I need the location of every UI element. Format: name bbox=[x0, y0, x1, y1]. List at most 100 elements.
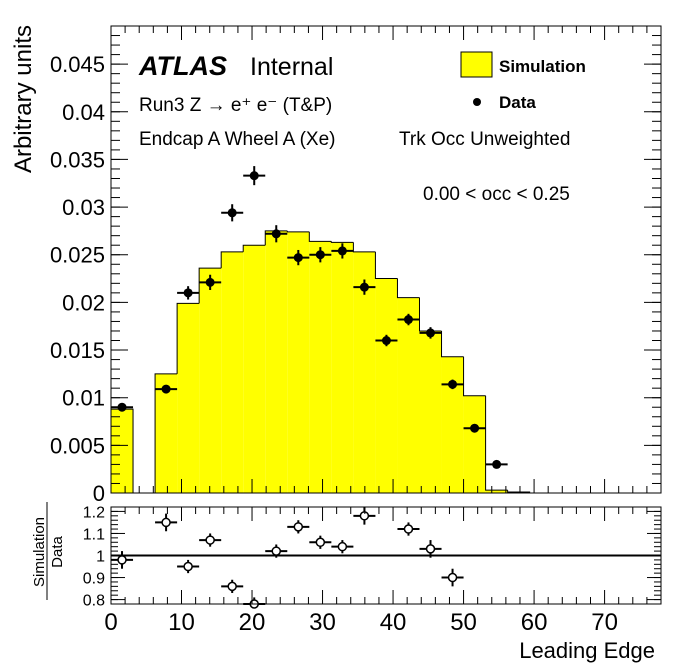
data-point bbox=[221, 204, 244, 222]
data-point-marker bbox=[315, 250, 325, 260]
data-point-marker bbox=[448, 379, 458, 389]
data-point bbox=[309, 247, 332, 263]
data-point-marker bbox=[161, 384, 171, 394]
y-tick-label: 0.03 bbox=[62, 195, 105, 220]
x-tick-label: 40 bbox=[380, 609, 407, 636]
data-point bbox=[177, 286, 200, 300]
ratio-point bbox=[309, 535, 332, 549]
y-tick-label: 0.02 bbox=[62, 290, 105, 315]
data-point bbox=[199, 274, 222, 290]
legend: Simulation Data bbox=[460, 51, 586, 112]
simulation-bar bbox=[397, 297, 420, 493]
data-point-marker bbox=[293, 253, 303, 263]
ratio-point-marker bbox=[425, 544, 436, 554]
simulation-bar bbox=[419, 330, 442, 493]
data-point-marker bbox=[403, 315, 413, 325]
x-tick-label: 0 bbox=[104, 609, 117, 636]
y-tick-label: 0.04 bbox=[62, 100, 105, 125]
data-point-marker bbox=[426, 328, 436, 338]
data-point-marker bbox=[492, 459, 502, 469]
simulation-bar bbox=[441, 356, 464, 493]
ratio-axis-title-denominator: Data bbox=[49, 536, 66, 568]
ratio-point-marker bbox=[227, 581, 237, 592]
simulation-bar bbox=[243, 245, 266, 493]
ratio-y-tick-label: 1.1 bbox=[83, 526, 105, 543]
ratio-point-marker bbox=[205, 535, 215, 545]
data-point bbox=[353, 279, 376, 295]
ratio-y-tick-label: 1 bbox=[96, 549, 105, 566]
ratio-point bbox=[397, 522, 420, 536]
data-point bbox=[419, 327, 442, 339]
ratio-point-marker bbox=[117, 555, 127, 565]
data-point-marker bbox=[359, 282, 369, 292]
y-tick-label: 0.035 bbox=[50, 147, 105, 172]
ratio-y-tick-label: 0.9 bbox=[83, 571, 105, 588]
occupancy-label: 0.00 < occ < 0.25 bbox=[423, 184, 570, 205]
y-axis-title: Arbitrary units bbox=[10, 25, 37, 173]
data-point-marker bbox=[381, 336, 391, 346]
simulation-bar bbox=[155, 373, 178, 493]
simulation-bar bbox=[485, 490, 508, 493]
region-label: Endcap A Wheel A (Xe) bbox=[139, 129, 335, 150]
data-point bbox=[287, 249, 310, 266]
y-tick-label: 0 bbox=[93, 481, 105, 506]
legend-data-label: Data bbox=[499, 93, 536, 112]
x-axis-title: Leading Edge bbox=[519, 638, 655, 663]
legend-simulation-swatch bbox=[460, 51, 493, 78]
legend-data-marker bbox=[473, 98, 481, 106]
ratio-point-marker bbox=[315, 537, 326, 548]
x-tick-label: 50 bbox=[450, 609, 477, 636]
y-tick-label: 0.005 bbox=[50, 433, 105, 458]
x-tick-label: 30 bbox=[309, 609, 336, 636]
ratio-axis-title-numerator: Simulation bbox=[31, 517, 48, 587]
ratio-point-marker bbox=[161, 517, 171, 528]
ratio-point bbox=[177, 559, 200, 574]
process-label: Run3 Z → e⁺ e⁻ (T&P) bbox=[139, 95, 332, 116]
data-point bbox=[463, 423, 486, 433]
simulation-bar bbox=[287, 231, 310, 494]
ratio-point bbox=[419, 540, 442, 558]
ratio-point bbox=[441, 568, 464, 587]
simulation-bar bbox=[463, 395, 486, 493]
data-point bbox=[485, 459, 508, 469]
data-point bbox=[265, 225, 288, 243]
ratio-y-tick-label: 1.2 bbox=[83, 504, 105, 521]
data-point-marker bbox=[470, 423, 480, 433]
data-point-marker bbox=[205, 277, 215, 287]
simulation-bar bbox=[353, 251, 376, 493]
ratio-point-marker bbox=[183, 561, 193, 572]
y-tick-label: 0.015 bbox=[50, 338, 105, 363]
simulation-bar bbox=[177, 303, 200, 493]
ratio-y-tick-label: 0.8 bbox=[83, 593, 105, 610]
ratio-point bbox=[221, 579, 244, 593]
simulation-bar bbox=[111, 409, 134, 493]
simulation-bar bbox=[221, 251, 244, 493]
y-tick-label: 0.025 bbox=[50, 243, 105, 268]
simulation-bar bbox=[265, 230, 288, 494]
data-point-marker bbox=[183, 288, 193, 298]
y-tick-label: 0.045 bbox=[50, 52, 105, 77]
atlas-label: ATLAS bbox=[138, 51, 227, 81]
data-point bbox=[397, 313, 420, 326]
data-point bbox=[375, 334, 398, 347]
y-tick-label: 0.01 bbox=[62, 386, 105, 411]
data-point bbox=[331, 243, 354, 259]
ratio-plot-panel: 0.8 0.9 1 1.1 1.2 0 10 20 30 40 50 60 70 bbox=[83, 504, 662, 636]
simulation-bar bbox=[375, 278, 398, 493]
data-point bbox=[155, 384, 178, 394]
ratio-point bbox=[155, 513, 178, 532]
x-tick-label: 10 bbox=[168, 609, 195, 636]
ratio-point bbox=[199, 533, 222, 547]
data-point-marker bbox=[117, 402, 127, 412]
x-tick-label: 60 bbox=[521, 609, 548, 636]
ratio-point-marker bbox=[293, 522, 304, 532]
main-plot-frame bbox=[110, 25, 662, 494]
data-point bbox=[441, 379, 464, 390]
data-point-marker bbox=[249, 171, 259, 181]
ratio-point-marker bbox=[337, 541, 348, 552]
ratio-point-marker bbox=[271, 546, 282, 556]
legend-simulation-label: Simulation bbox=[499, 57, 586, 76]
ratio-point bbox=[243, 597, 266, 609]
ratio-point-marker bbox=[403, 524, 414, 534]
